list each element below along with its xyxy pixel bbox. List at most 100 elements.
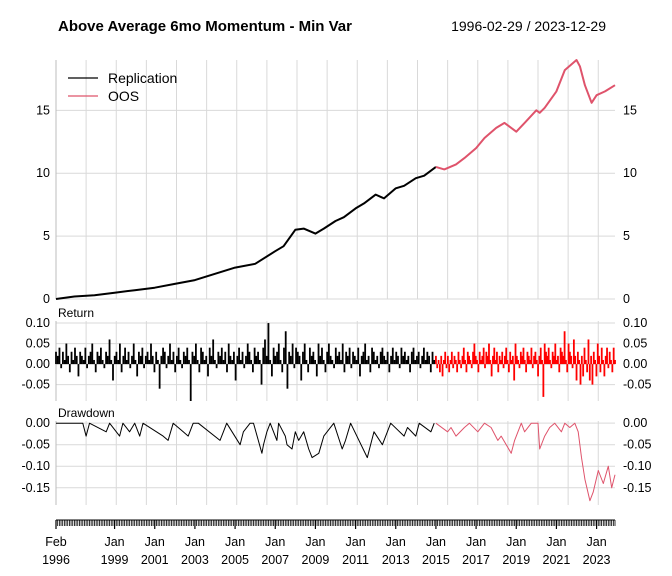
return-bar-oos-46 — [496, 351, 498, 365]
return-bar-oos-119 — [592, 351, 595, 365]
x-tick-label-bottom-4: 2005 — [221, 553, 249, 567]
x-tick-label-top-11: Jan — [506, 535, 526, 549]
return-bar-oos-109 — [579, 364, 582, 385]
return-bar-oos-28 — [472, 351, 474, 365]
return-bar-replication-27 — [101, 359, 104, 365]
return-bar-replication-61 — [160, 355, 163, 365]
return-bar-oos-54 — [506, 359, 509, 365]
return-bar-replication-75 — [184, 355, 187, 365]
return-bar-replication-44 — [131, 355, 133, 365]
drawdown-ytick-left-3: -0.15 — [22, 481, 51, 495]
return-bar-replication-90 — [210, 355, 213, 365]
return-bar-oos-125 — [600, 347, 603, 365]
return-bar-oos-111 — [582, 364, 585, 377]
x-tick-label-bottom-6: 2009 — [302, 553, 330, 567]
return-bar-replication-39 — [122, 355, 125, 365]
x-tick-label-top-8: Jan — [386, 535, 406, 549]
return-bar-replication-1 — [56, 355, 59, 365]
return-bar-oos-118 — [591, 364, 594, 385]
return-bar-oos-64 — [519, 351, 522, 365]
return-bar-replication-2 — [58, 347, 61, 365]
return-bar-replication-216 — [428, 355, 430, 365]
x-tick-label-bottom-8: 2013 — [382, 553, 410, 567]
return-bar-oos-40 — [488, 343, 490, 365]
return-bar-replication-134 — [286, 364, 289, 389]
return-bar-replication-152 — [317, 343, 320, 365]
return-bar-replication-197 — [395, 351, 398, 365]
return-bar-oos-126 — [602, 359, 604, 365]
return-bar-replication-87 — [205, 355, 208, 365]
return-bar-oos-45 — [494, 359, 497, 365]
return-bar-oos-18 — [458, 359, 461, 365]
return-bar-oos-85 — [547, 347, 550, 365]
return-bar-oos-6 — [442, 359, 445, 365]
return-bar-oos-59 — [513, 364, 516, 381]
return-bar-replication-7 — [67, 355, 69, 365]
return-bar-replication-102 — [231, 359, 234, 365]
return-bar-replication-15 — [81, 355, 83, 365]
return-bar-replication-59 — [157, 359, 159, 365]
return-bar-oos-131 — [608, 351, 611, 365]
return-bar-replication-145 — [305, 359, 308, 365]
return-bar-replication-89 — [208, 347, 211, 365]
return-bar-oos-97 — [563, 331, 566, 365]
return-bar-oos-14 — [453, 355, 456, 365]
x-tick-label-top-5: Jan — [265, 535, 285, 549]
return-bar-replication-56 — [151, 355, 154, 365]
return-bar-replication-112 — [248, 351, 251, 365]
return-bar-oos-26 — [469, 359, 472, 365]
return-bar-replication-26 — [100, 347, 102, 365]
return-bar-oos-96 — [562, 355, 565, 365]
return-bar-replication-14 — [79, 351, 82, 365]
return-bar-replication-136 — [289, 355, 292, 365]
return-bar-oos-87 — [550, 364, 553, 369]
return-bar-oos-56 — [509, 351, 512, 365]
return-bar-oos-130 — [607, 364, 610, 369]
return-bar-replication-127 — [274, 355, 277, 365]
axes-layer: 0 0 5 5 10 10 15 15 0.10 0.10 0.05 0.05 0.00 0.00 -0.0… — [22, 60, 652, 567]
return-bar-oos-127 — [603, 364, 606, 377]
return-bar-oos-101 — [568, 351, 571, 365]
return-bar-replication-154 — [321, 347, 323, 365]
grid-layer — [55, 60, 615, 505]
return-bar-replication-167 — [343, 364, 346, 373]
cumulative-ytick-left-0: 0 — [43, 292, 50, 306]
return-bar-replication-28 — [103, 364, 106, 369]
cumulative-ytick-right-0: 0 — [623, 292, 630, 306]
return-bar-oos-65 — [521, 355, 524, 365]
x-tick-label-top-2: Jan — [145, 535, 165, 549]
return-bar-replication-182 — [369, 364, 372, 373]
return-bar-replication-116 — [255, 355, 258, 365]
return-bar-oos-113 — [584, 359, 587, 365]
return-bar-oos-108 — [578, 359, 581, 365]
drawdown-line-replication — [56, 422, 435, 459]
return-bar-replication-130 — [279, 359, 282, 365]
return-bar-oos-114 — [586, 364, 589, 373]
return-bar-oos-33 — [478, 351, 481, 365]
cumulative-line-oos — [435, 59, 616, 171]
return-bar-replication-43 — [129, 364, 132, 369]
return-bar-replication-84 — [200, 347, 202, 365]
drawdown-ytick-left-0: 0.00 — [26, 416, 50, 430]
return-bar-oos-47 — [497, 364, 500, 373]
x-tick-label-bottom-0: 1996 — [42, 553, 70, 567]
return-bar-replication-18 — [86, 364, 88, 369]
return-bar-replication-153 — [319, 355, 322, 365]
return-bar-replication-4 — [62, 351, 64, 365]
return-bar-replication-194 — [390, 355, 392, 365]
x-tick-label-top-1: Jan — [104, 535, 124, 549]
return-bar-replication-132 — [283, 347, 285, 365]
x-tick-label-top-10: Jan — [466, 535, 486, 549]
return-bar-replication-85 — [201, 351, 204, 365]
return-bar-replication-71 — [177, 347, 180, 365]
return-bar-oos-129 — [606, 347, 608, 365]
return-bar-replication-168 — [345, 351, 348, 365]
return-bar-oos-67 — [523, 359, 526, 365]
return-bar-replication-180 — [365, 359, 368, 365]
return-bar-replication-100 — [227, 343, 230, 365]
return-bar-replication-63 — [163, 351, 166, 365]
return-bar-replication-121 — [264, 339, 266, 365]
return-bar-oos-62 — [517, 359, 520, 365]
return-bar-replication-83 — [198, 364, 201, 373]
